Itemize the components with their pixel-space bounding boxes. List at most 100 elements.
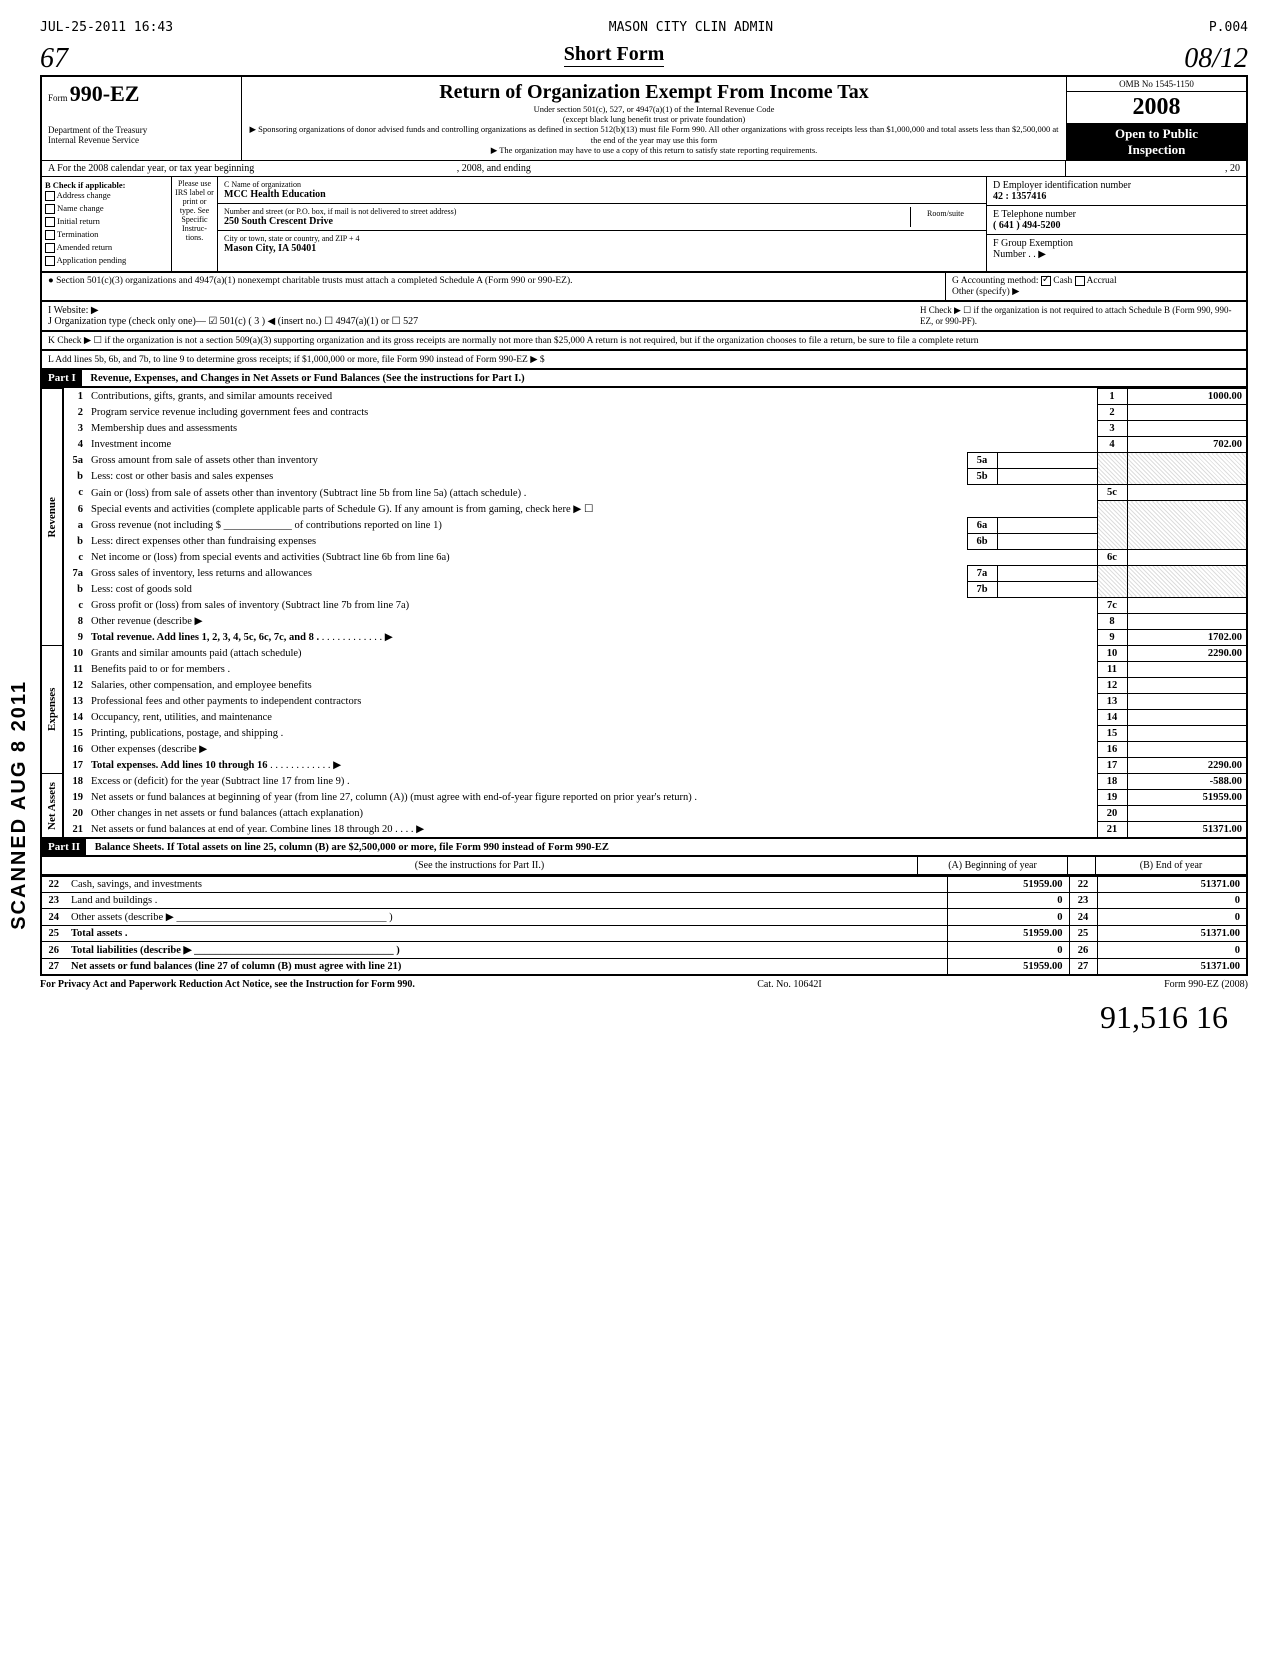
line-19-no: 19 <box>63 789 87 805</box>
line-1-amt: 1000.00 <box>1127 389 1247 405</box>
bs-22-no: 22 <box>41 877 65 893</box>
g-other: Other (specify) ▶ <box>952 286 1240 297</box>
line-2-no: 2 <box>63 405 87 421</box>
line-8-desc: Other revenue (describe ▶ <box>87 613 1097 629</box>
line-l: L Add lines 5b, 6b, and 7b, to line 9 to… <box>40 351 1248 370</box>
dept-label: Department of the Treasury <box>48 125 235 135</box>
line-a-label: A For the 2008 calendar year, or tax yea… <box>48 163 254 174</box>
group-exemption-number: Number . . ▶ <box>993 249 1046 260</box>
line-6a-sub: 6a <box>967 517 997 533</box>
org-city: Mason City, IA 50401 <box>224 243 980 254</box>
form-number: 990-EZ <box>70 81 140 106</box>
line-6a-desc: Gross revenue (not including $ _________… <box>87 517 967 533</box>
g-accrual: Accrual <box>1087 276 1117 286</box>
expenses-side-label: Expenses <box>41 645 63 773</box>
line-5b-subval <box>997 469 1097 485</box>
line-13-no: 13 <box>63 693 87 709</box>
line-4-desc: Investment income <box>87 437 1097 453</box>
handwritten-signature: 91,516 16 <box>40 993 1248 1042</box>
line-7c-amt <box>1127 597 1247 613</box>
bs-23-n: 23 <box>1069 893 1097 909</box>
line-14-desc: Occupancy, rent, utilities, and maintena… <box>87 709 1097 725</box>
line-13-num: 13 <box>1097 693 1127 709</box>
line-5a-sub: 5a <box>967 453 997 469</box>
bs-25-no: 25 <box>41 926 65 942</box>
footer: For Privacy Act and Paperwork Reduction … <box>40 976 1248 993</box>
subtitle-4: ▶ The organization may have to use a cop… <box>246 145 1062 156</box>
line-10-no: 10 <box>63 645 87 661</box>
website-j-h-row: I Website: ▶ J Organization type (check … <box>40 302 1248 332</box>
check-amended-return[interactable] <box>45 243 55 253</box>
fax-page: P.004 <box>1209 20 1248 35</box>
line-12-num: 12 <box>1097 677 1127 693</box>
subtitle-3: ▶ Sponsoring organizations of donor advi… <box>246 124 1062 145</box>
line-12-no: 12 <box>63 677 87 693</box>
line-7b-sub: 7b <box>967 581 997 597</box>
part1-title: Revenue, Expenses, and Changes in Net As… <box>84 371 530 386</box>
line-19-desc: Net assets or fund balances at beginning… <box>87 789 1097 805</box>
check-label-3: Termination <box>57 229 98 239</box>
line-19-amt: 51959.00 <box>1127 789 1247 805</box>
line-21-desc: Net assets or fund balances at end of ye… <box>87 821 1097 838</box>
bs-22-b: 51371.00 <box>1097 877 1247 893</box>
check-accrual[interactable] <box>1075 276 1085 286</box>
bs-24-a: 0 <box>947 909 1069 926</box>
check-application-pending[interactable] <box>45 256 55 266</box>
line-i: I Website: ▶ <box>48 305 920 316</box>
bs-24-b: 0 <box>1097 909 1247 926</box>
line-7c-desc: Gross profit or (loss) from sales of inv… <box>87 597 1097 613</box>
bs-25-a: 51959.00 <box>947 926 1069 942</box>
line-3-amt <box>1127 421 1247 437</box>
fax-header: JUL-25-2011 16:43 MASON CITY CLIN ADMIN … <box>40 20 1248 35</box>
line-18-num: 18 <box>1097 773 1127 789</box>
line-a-end: , 20 <box>1066 161 1246 176</box>
shaded-7-amt <box>1127 565 1247 597</box>
line-a: A For the 2008 calendar year, or tax yea… <box>40 160 1248 177</box>
line-5c-desc: Gain or (loss) from sale of assets other… <box>87 485 1097 501</box>
bs-26-no: 26 <box>41 942 65 959</box>
check-initial-return[interactable] <box>45 217 55 227</box>
line-5b-no: b <box>63 469 87 485</box>
form-prefix: Form <box>48 93 68 103</box>
part1-table: Revenue 1 Contributions, gifts, grants, … <box>40 388 1248 839</box>
line-14-num: 14 <box>1097 709 1127 725</box>
line-17-desc: Total expenses. Add lines 10 through 16 … <box>87 757 1097 773</box>
line-1-num: 1 <box>1097 389 1127 405</box>
check-termination[interactable] <box>45 230 55 240</box>
bs-22-n: 22 <box>1069 877 1097 893</box>
line-5a-desc: Gross amount from sale of assets other t… <box>87 453 967 469</box>
line-11-no: 11 <box>63 661 87 677</box>
line-5c-num: 5c <box>1097 485 1127 501</box>
check-cash[interactable] <box>1041 276 1051 286</box>
line-21-amt: 51371.00 <box>1127 821 1247 838</box>
line-6b-subval <box>997 533 1097 549</box>
line-17-num: 17 <box>1097 757 1127 773</box>
line-7a-no: 7a <box>63 565 87 581</box>
line-8-no: 8 <box>63 613 87 629</box>
fax-datetime: JUL-25-2011 16:43 <box>40 20 173 35</box>
check-name-change[interactable] <box>45 204 55 214</box>
check-address-change[interactable] <box>45 191 55 201</box>
line-2-amt <box>1127 405 1247 421</box>
bs-27-b: 51371.00 <box>1097 959 1247 976</box>
bs-24-no: 24 <box>41 909 65 926</box>
line-6-desc: Special events and activities (complete … <box>87 501 1097 518</box>
section-h: H Check ▶ ☐ if the organization is not r… <box>920 305 1240 327</box>
line-21-num: 21 <box>1097 821 1127 838</box>
cat-no: Cat. No. 10642I <box>757 979 821 990</box>
line-7c-num: 7c <box>1097 597 1127 613</box>
bs-23-desc: Land and buildings . <box>65 893 947 909</box>
section-501-text: ● Section 501(c)(3) organizations and 49… <box>42 273 946 300</box>
line-16-no: 16 <box>63 741 87 757</box>
line-5b-sub: 5b <box>967 469 997 485</box>
section-501-row: ● Section 501(c)(3) organizations and 49… <box>40 273 1248 302</box>
fax-sender: MASON CITY CLIN ADMIN <box>609 20 773 35</box>
section-e-label: E Telephone number <box>993 209 1076 220</box>
line-7a-desc: Gross sales of inventory, less returns a… <box>87 565 967 581</box>
org-address: 250 South Crescent Drive <box>224 216 910 227</box>
bs-24-desc: Other assets (describe ▶ _______________… <box>65 909 947 926</box>
line-7b-desc: Less: cost of goods sold <box>87 581 967 597</box>
section-c-label: C Name of organization <box>224 180 980 189</box>
line-7a-subval <box>997 565 1097 581</box>
line-6b-desc: Less: direct expenses other than fundrai… <box>87 533 967 549</box>
